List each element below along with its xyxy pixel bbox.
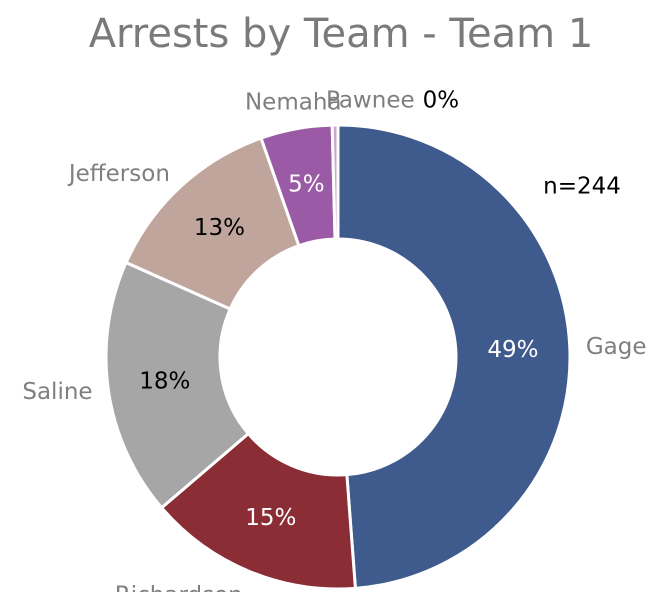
value-label: 15% [245, 505, 296, 531]
donut-slice [330, 123, 340, 241]
donut-slice [336, 123, 572, 590]
annotation: n=244 [543, 174, 621, 200]
value-label: 49% [487, 337, 538, 363]
category-label: Jefferson [67, 161, 170, 187]
category-label: Pawnee [326, 88, 415, 114]
donut-slice [159, 431, 358, 591]
value-label: 13% [194, 215, 245, 241]
category-label: Gage [586, 334, 647, 360]
value-label: 5% [288, 171, 325, 197]
value-label: 18% [139, 369, 190, 395]
value-label: 0% [423, 88, 460, 114]
category-label: Richardson [115, 582, 243, 592]
category-label: Saline [22, 379, 92, 405]
chart-title: Arrests by Team - Team 1 [89, 11, 594, 57]
donut-slice [104, 260, 251, 510]
category-label: Nemaha [245, 90, 342, 116]
